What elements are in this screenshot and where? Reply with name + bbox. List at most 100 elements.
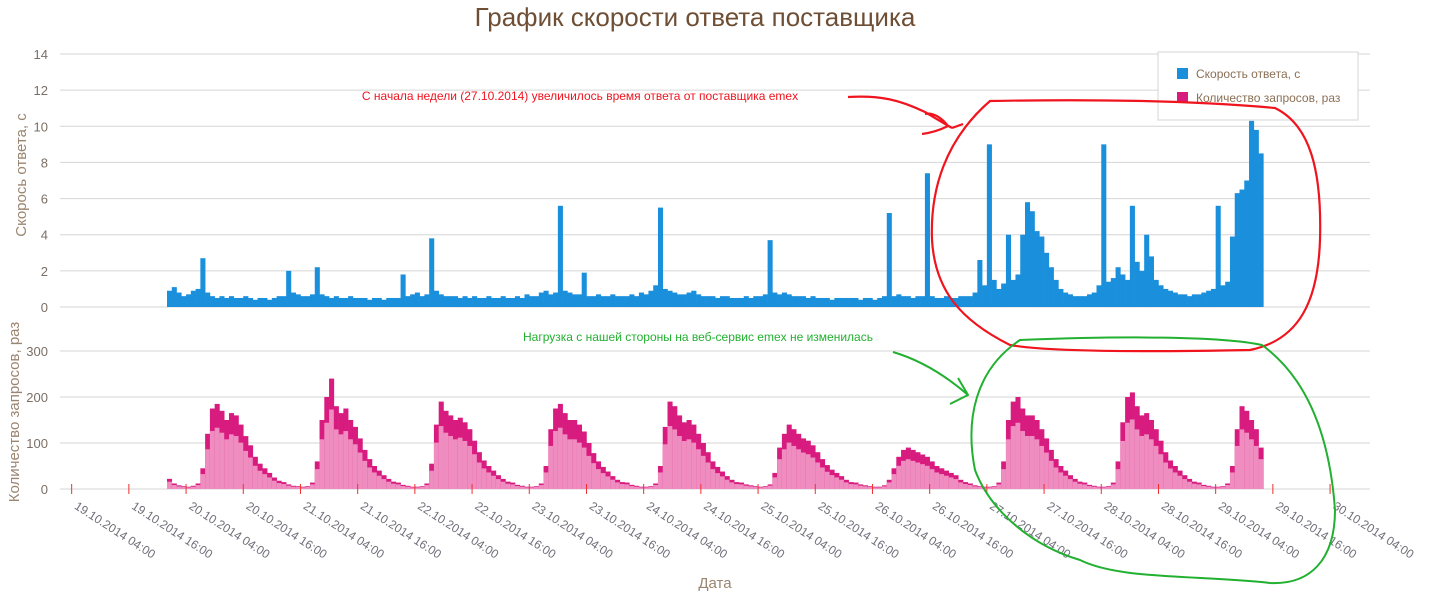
requests-area <box>858 485 864 489</box>
speed-bar <box>1249 120 1255 307</box>
requests-area <box>648 487 654 489</box>
requests-area <box>581 447 587 489</box>
requests-area <box>424 485 430 489</box>
speed-bar <box>572 294 578 307</box>
requests-area <box>1101 487 1107 489</box>
y-tick-label-speed: 2 <box>41 264 48 279</box>
speed-bar <box>228 296 235 307</box>
speed-bar <box>519 297 525 307</box>
speed-bar <box>476 297 482 307</box>
speed-bar <box>1058 288 1064 307</box>
speed-bar <box>338 297 344 307</box>
speed-bar <box>624 296 630 307</box>
speed-bar <box>529 296 535 307</box>
speed-bar <box>1053 279 1059 307</box>
speed-bar <box>820 297 826 307</box>
requests-area <box>967 485 973 489</box>
speed-bar <box>448 296 454 307</box>
speed-bar <box>710 296 716 307</box>
red-arrow <box>847 95 964 136</box>
requests-area <box>248 457 254 489</box>
requests-area <box>181 487 187 489</box>
speed-bar <box>653 285 659 307</box>
green-arrow <box>892 351 970 405</box>
requests-area <box>1063 475 1069 489</box>
speed-bar <box>557 205 563 307</box>
requests-area <box>1229 472 1236 489</box>
requests-area <box>1077 483 1083 489</box>
requests-area <box>1220 487 1226 489</box>
requests-area <box>634 486 640 489</box>
speed-bar <box>567 292 573 307</box>
requests-area <box>743 485 749 489</box>
requests-area <box>405 486 411 489</box>
legend-label-speed[interactable]: Скорость ответа, с <box>1196 67 1300 81</box>
requests-area <box>367 467 373 489</box>
speed-bar <box>853 297 859 307</box>
requests-area <box>901 460 907 489</box>
speed-bar <box>300 296 306 307</box>
speed-bar <box>748 297 754 307</box>
speed-bar <box>1015 274 1021 307</box>
speed-bar <box>924 173 930 307</box>
requests-area <box>882 486 888 489</box>
requests-area <box>810 457 816 489</box>
requests-area <box>462 440 468 489</box>
requests-area <box>1120 440 1126 489</box>
requests-area <box>314 469 320 489</box>
speed-bar <box>872 299 878 307</box>
requests-area <box>977 487 983 489</box>
speed-bar <box>400 274 406 307</box>
requests-area <box>824 471 830 489</box>
speed-bar <box>462 296 468 307</box>
requests-area <box>638 487 644 489</box>
speed-bar <box>429 238 435 307</box>
y-tick-label-speed: 4 <box>41 228 48 243</box>
speed-bar <box>357 297 363 307</box>
speed-bar <box>405 296 411 307</box>
speed-bar <box>271 297 277 307</box>
speed-bar <box>1177 294 1183 307</box>
speed-bar <box>967 296 973 307</box>
speed-bar <box>1225 281 1231 307</box>
requests-area <box>176 486 182 489</box>
requests-area <box>781 449 787 489</box>
requests-area <box>271 480 277 489</box>
speed-bar <box>643 294 649 307</box>
speed-bar <box>329 297 335 307</box>
speed-bar <box>1191 294 1197 307</box>
speed-bar <box>1187 296 1193 307</box>
speed-bar <box>929 296 935 307</box>
requests-area <box>1139 436 1145 489</box>
requests-area <box>186 487 192 489</box>
requests-area <box>1258 459 1264 489</box>
speed-bar <box>514 296 521 307</box>
requests-area <box>529 487 535 489</box>
legend-label-requests[interactable]: Количество запросов, раз <box>1196 91 1341 105</box>
speed-bar <box>843 297 849 307</box>
green-annotation <box>892 336 1337 585</box>
speed-bar <box>772 292 778 307</box>
speed-bar <box>743 296 749 307</box>
requests-area <box>243 450 249 489</box>
requests-area <box>586 455 592 489</box>
requests-area <box>562 434 568 489</box>
requests-area <box>848 484 854 489</box>
speed-bar <box>1163 288 1169 307</box>
requests-area <box>543 472 549 489</box>
requests-area <box>1058 472 1064 489</box>
requests-area <box>767 485 773 489</box>
speed-bar <box>824 297 830 307</box>
speed-bar <box>891 296 897 307</box>
legend-swatch-requests <box>1177 92 1188 103</box>
requests-area <box>495 479 501 489</box>
speed-bar <box>348 296 354 307</box>
speed-bar <box>1196 294 1202 307</box>
requests-area <box>381 479 387 489</box>
speed-bar <box>1101 144 1107 307</box>
requests-area <box>786 442 792 489</box>
speed-bar <box>310 294 316 307</box>
speed-bar <box>786 294 792 307</box>
speed-bar <box>715 297 721 307</box>
